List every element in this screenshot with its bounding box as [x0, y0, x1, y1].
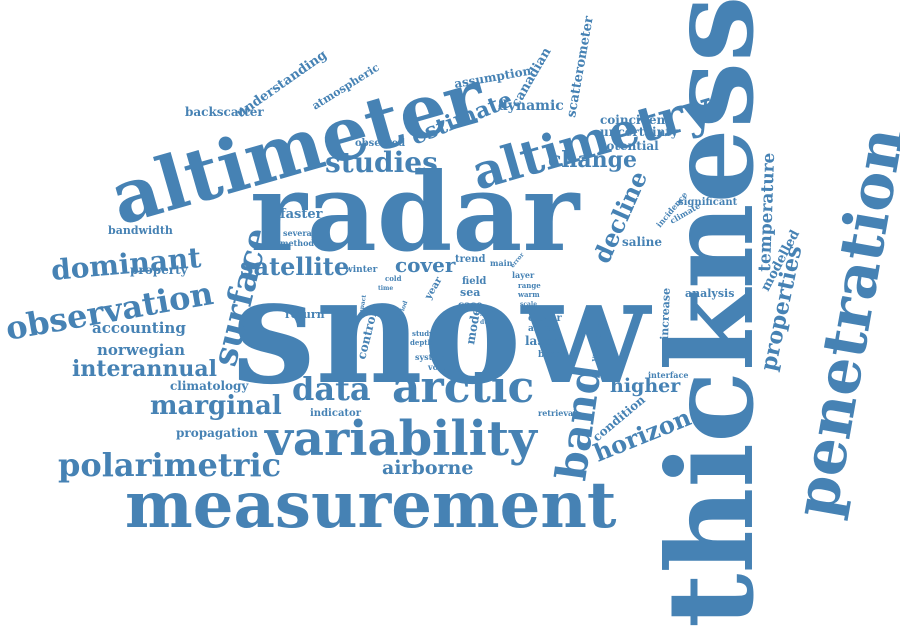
word-indicator: indicator: [310, 408, 362, 419]
word-main: main: [490, 258, 513, 268]
word-marginal: marginal: [150, 391, 282, 421]
word-climatology: climatology: [170, 379, 249, 393]
word-variability: variability: [264, 411, 539, 467]
word-penetration: penetration: [781, 122, 900, 522]
word-satellite: satellite: [240, 252, 349, 281]
word-laser: laser: [525, 334, 559, 348]
word-data: data: [292, 370, 371, 408]
word-interface: interface: [648, 370, 688, 380]
word-scale: scale: [520, 301, 537, 308]
word-depth: depth: [410, 338, 433, 347]
word-observed: observed: [355, 138, 405, 149]
word-range: range: [518, 281, 541, 290]
word-backscatter: backscatter: [185, 105, 264, 119]
word-studies: studies: [325, 146, 438, 179]
word-change: change: [548, 147, 637, 173]
word-mode: mode: [463, 307, 483, 346]
word-based: based: [538, 350, 568, 360]
word-thickness: thickness: [641, 0, 780, 628]
word-saline: saline: [622, 235, 662, 249]
word-propagation: propagation: [176, 426, 258, 440]
word-case: case: [458, 300, 483, 311]
word-potential: potential: [598, 139, 659, 153]
word-airborne: airborne: [382, 457, 473, 479]
word-bandwidth: bandwidth: [108, 224, 173, 237]
word-accounting: accounting: [92, 319, 186, 337]
word-warm: warm: [517, 290, 540, 299]
word-dynamic: dynamic: [498, 98, 564, 114]
word-trend: trend: [455, 254, 486, 265]
word-dual: dual: [480, 319, 495, 326]
word-norwegian: norwegian: [97, 341, 185, 359]
word-higher: higher: [610, 375, 681, 397]
word-property: property: [130, 263, 189, 277]
word-volume: volume: [427, 362, 460, 372]
word-faster: faster: [280, 207, 323, 222]
word-measurement: measurement: [125, 468, 617, 543]
word-sea: sea: [460, 286, 480, 299]
word-closer: closer: [528, 313, 563, 324]
word-field: field: [462, 276, 486, 287]
word-temperature: temperature: [755, 152, 779, 272]
word-impact: impact: [357, 294, 368, 318]
word-system: system: [415, 352, 446, 362]
word-cover: cover: [395, 253, 456, 277]
word-winter: winter: [344, 265, 378, 275]
word-coincident: coincident: [600, 113, 671, 127]
word-several: several: [283, 228, 315, 238]
word-analysis: analysis: [685, 287, 734, 300]
word-interannual: interannual: [72, 356, 217, 382]
word-time: time: [378, 285, 393, 292]
word-significant: significant: [678, 197, 738, 208]
word-shift: shift: [480, 311, 496, 318]
word-increase: increase: [658, 288, 673, 340]
word-asiras: asiras: [528, 324, 558, 334]
word-scatterometer: scatterometer: [564, 15, 597, 119]
word-layer: layer: [512, 270, 535, 280]
word-study: study: [412, 329, 434, 338]
word-snow: snow: [232, 243, 653, 417]
word-polarimetric: polarimetric: [58, 446, 281, 484]
word-retrieval: retrieval: [538, 408, 576, 418]
word-cold: cold: [385, 274, 402, 283]
word-method: method: [280, 238, 314, 248]
word-radar: radar: [250, 150, 581, 276]
word-return: return: [285, 308, 325, 321]
word-arctic: arctic: [392, 362, 534, 413]
word-uncertainty: uncertainty: [600, 125, 679, 139]
